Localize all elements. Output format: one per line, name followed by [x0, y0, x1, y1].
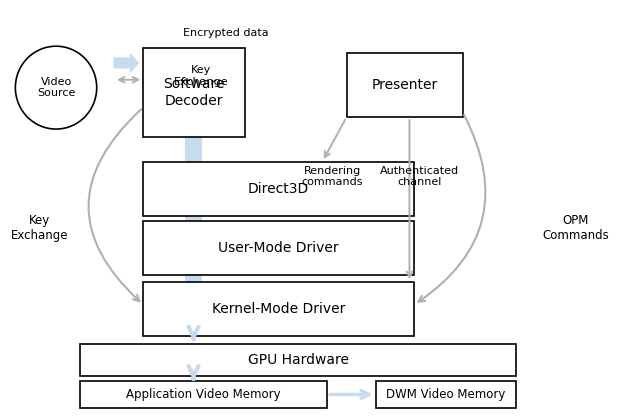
Text: Rendering
commands: Rendering commands — [301, 166, 363, 187]
Text: OPM
Commands: OPM Commands — [542, 214, 610, 242]
Bar — [347, 53, 463, 117]
Text: Direct3D: Direct3D — [248, 182, 309, 196]
Bar — [80, 381, 327, 408]
Text: Key
Exchange: Key Exchange — [11, 214, 68, 242]
Circle shape — [15, 46, 97, 129]
Text: Authenticated
channel: Authenticated channel — [379, 166, 458, 187]
Bar — [143, 221, 414, 275]
Text: Presenter: Presenter — [371, 78, 437, 92]
Bar — [143, 162, 414, 216]
Bar — [80, 344, 516, 376]
Text: Key
Exchange: Key Exchange — [174, 65, 228, 87]
Text: Encrypted data: Encrypted data — [183, 28, 268, 38]
Bar — [376, 381, 516, 408]
Text: Kernel-Mode Driver: Kernel-Mode Driver — [212, 302, 346, 316]
Bar — [143, 48, 245, 137]
Text: Application Video Memory: Application Video Memory — [126, 388, 281, 401]
Bar — [185, 48, 202, 336]
FancyArrow shape — [114, 54, 138, 72]
Text: DWM Video Memory: DWM Video Memory — [386, 388, 505, 401]
Bar — [143, 282, 414, 336]
Text: User-Mode Driver: User-Mode Driver — [218, 241, 339, 255]
Text: GPU Hardware: GPU Hardware — [247, 353, 349, 367]
Text: Software
Decoder: Software Decoder — [164, 77, 225, 108]
Text: Video
Source: Video Source — [37, 77, 75, 99]
